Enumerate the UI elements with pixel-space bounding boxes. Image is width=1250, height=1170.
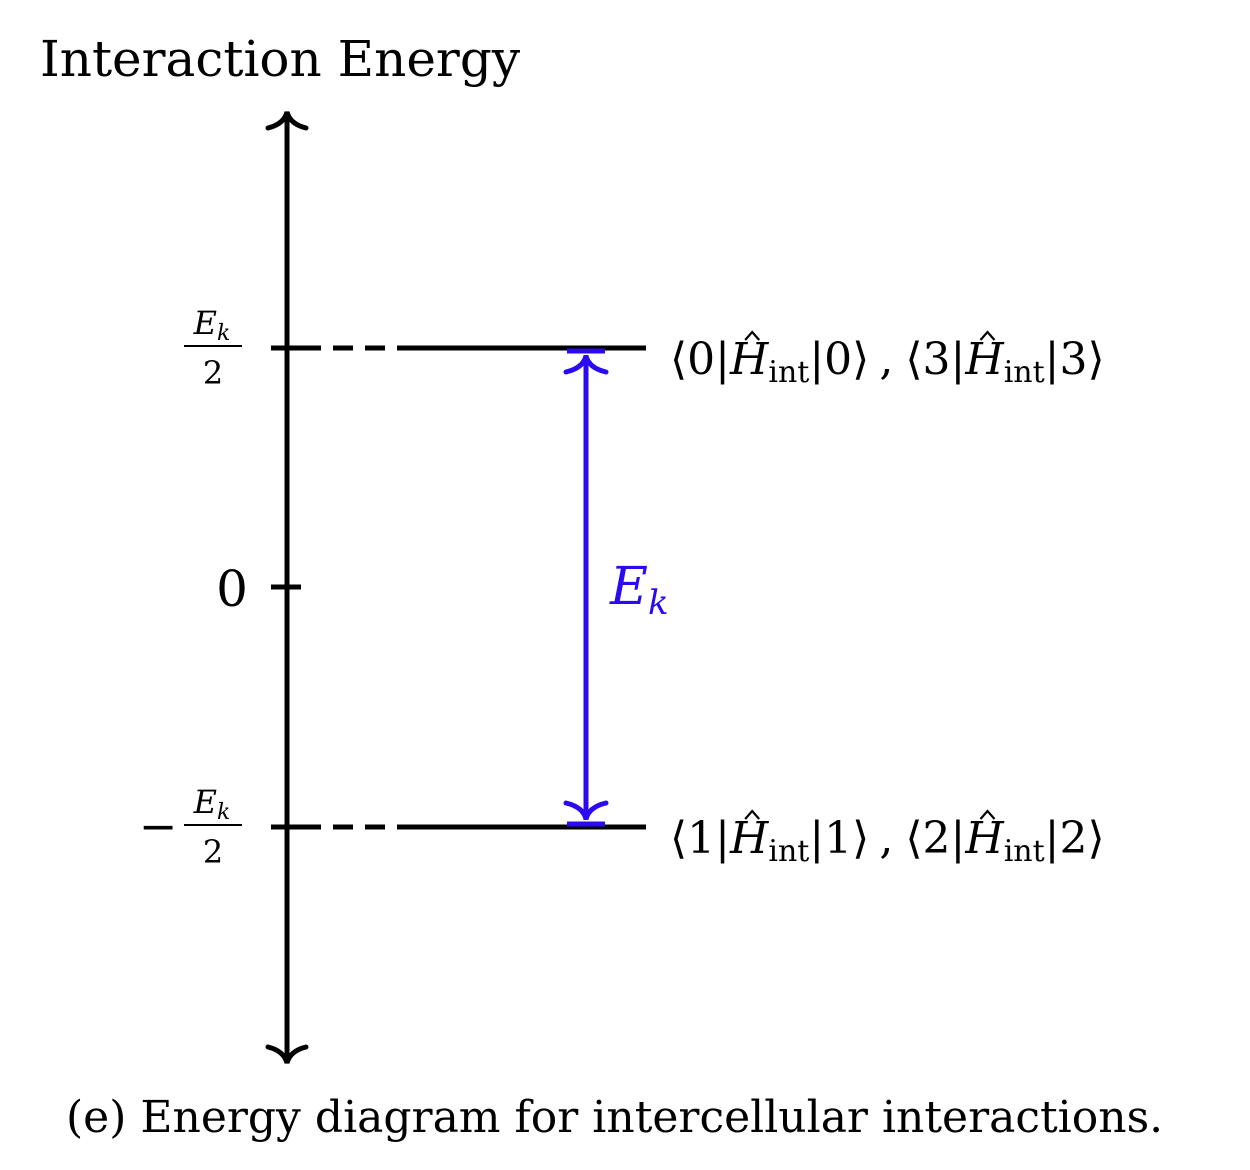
- gap-arrowhead-up-icon: [563, 355, 609, 375]
- tick-lower-sign: −: [139, 799, 178, 853]
- operator-hat-icon: [744, 330, 760, 341]
- axis-title: Interaction Energy: [40, 30, 521, 88]
- upper-part1-close: |0⟩: [809, 334, 869, 385]
- tick-upper-numerator: E: [193, 304, 217, 342]
- upper-part2-sub: int: [1004, 355, 1045, 390]
- gap-label-symbol: E: [609, 557, 648, 617]
- tick-label-upper: Ek 2: [184, 304, 242, 392]
- level-label-lower: ⟨1|Hint|1⟩, ⟨2|Hint|2⟩: [670, 813, 1105, 869]
- upper-part1-H: H: [729, 334, 770, 385]
- axis-arrowhead-up-icon: [265, 111, 309, 131]
- lower-part2-close: |2⟩: [1045, 813, 1105, 864]
- lower-sep: ,: [879, 813, 893, 864]
- operator-hat-icon: [979, 809, 996, 820]
- upper-part1-open: ⟨0|: [670, 334, 730, 385]
- lower-part1-sub: int: [768, 834, 809, 869]
- lower-part2-open: ⟨2|: [905, 813, 965, 864]
- tick-lower-numerator-sub: k: [217, 800, 230, 825]
- operator-hat-icon: [979, 330, 996, 341]
- lower-part2-H: H: [964, 813, 1005, 864]
- tick-label-lower: − Ek 2: [139, 783, 242, 871]
- tick-lower-numerator: E: [193, 783, 217, 821]
- lower-part1-H: H: [729, 813, 770, 864]
- svg-text:Ek: Ek: [193, 304, 231, 346]
- upper-part2-H: H: [964, 334, 1005, 385]
- gap-label: Ek: [609, 557, 669, 623]
- lower-part1-open: ⟨1|: [670, 813, 730, 864]
- level-label-upper: ⟨0|Hint|0⟩, ⟨3|Hint|3⟩: [670, 334, 1105, 390]
- upper-sep: ,: [879, 334, 893, 385]
- axis-arrowhead-down-icon: [265, 1044, 309, 1064]
- tick-lower-denominator: 2: [203, 833, 223, 871]
- svg-text:Ek: Ek: [193, 783, 231, 825]
- tick-label-zero: 0: [216, 560, 248, 618]
- upper-part1-sub: int: [768, 355, 809, 390]
- tick-upper-denominator: 2: [203, 354, 223, 392]
- figure-caption: (e) Energy diagram for intercellular int…: [66, 1092, 1163, 1143]
- lower-part2-sub: int: [1004, 834, 1045, 869]
- gap-label-sub: k: [648, 583, 669, 623]
- gap-arrowhead-down-icon: [563, 800, 609, 820]
- operator-hat-icon: [744, 809, 760, 820]
- lower-part1-close: |1⟩: [809, 813, 869, 864]
- upper-part2-close: |3⟩: [1045, 334, 1105, 385]
- upper-part2-open: ⟨3|: [905, 334, 965, 385]
- tick-upper-numerator-sub: k: [217, 321, 230, 346]
- energy-gap-arrow: [563, 348, 609, 827]
